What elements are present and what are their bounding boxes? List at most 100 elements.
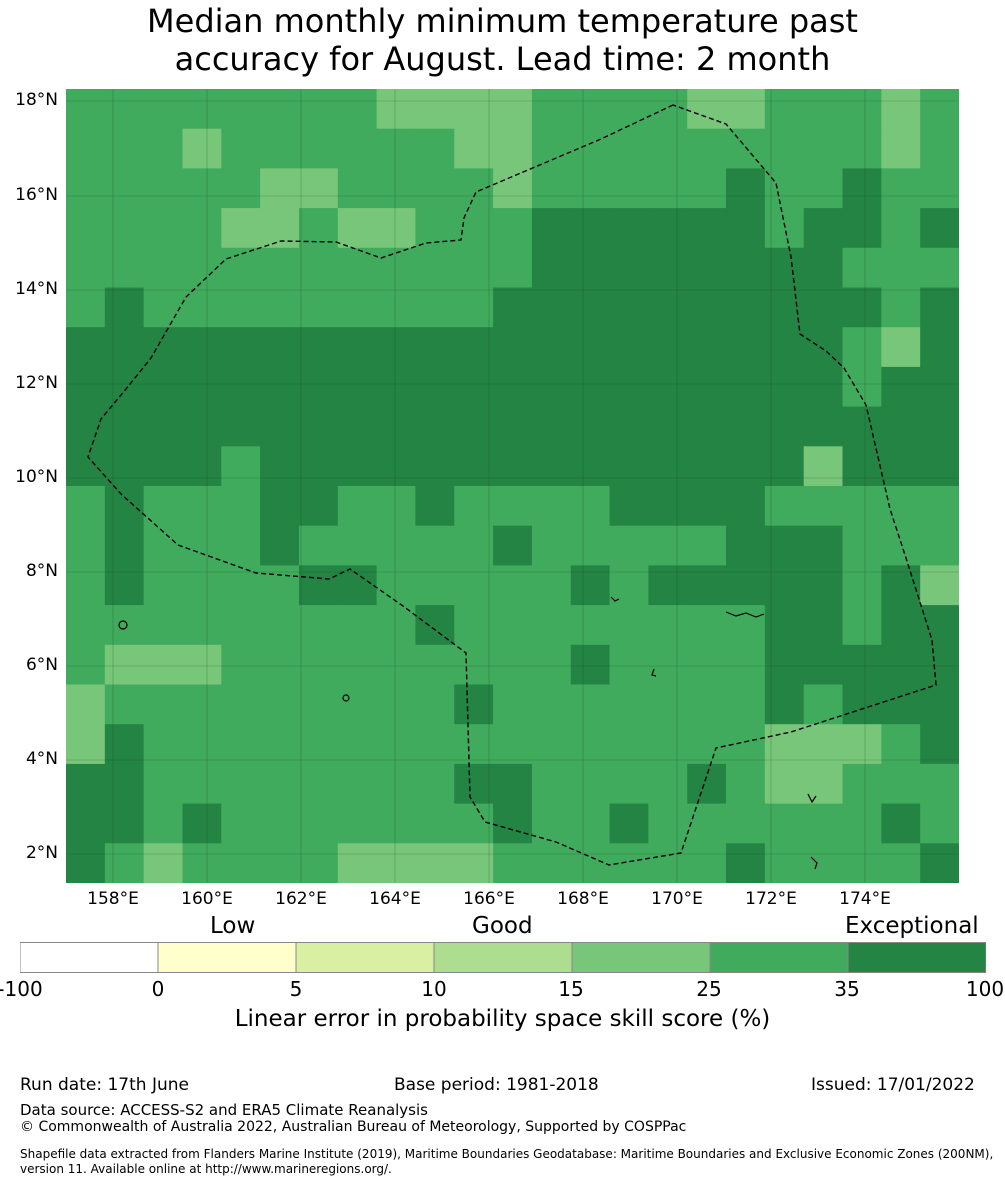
skill-cell bbox=[648, 208, 688, 249]
skill-cell bbox=[726, 446, 766, 487]
skill-cell bbox=[726, 128, 766, 169]
run-date: Run date: 17th June bbox=[20, 1075, 189, 1095]
skill-cell bbox=[454, 446, 494, 487]
skill-cell bbox=[66, 446, 106, 487]
skill-cell bbox=[104, 128, 145, 169]
skill-cell bbox=[764, 843, 805, 883]
skill-cell bbox=[881, 525, 921, 566]
colorbar-segment bbox=[709, 942, 849, 973]
skill-cell bbox=[648, 724, 688, 765]
skill-cell bbox=[570, 724, 611, 765]
skill-cell bbox=[493, 406, 533, 447]
skill-cell bbox=[260, 128, 300, 169]
skill-cell bbox=[842, 128, 882, 169]
title-line-2: accuracy for August. Lead time: 2 month bbox=[174, 40, 831, 78]
skill-cell bbox=[260, 644, 300, 686]
skill-cell bbox=[298, 605, 339, 646]
skill-cell bbox=[66, 724, 106, 765]
skill-cell bbox=[531, 366, 572, 408]
skill-cell bbox=[182, 763, 222, 805]
skill-cell bbox=[493, 247, 533, 289]
skill-cell bbox=[182, 128, 222, 169]
skill-cell bbox=[726, 486, 766, 527]
skill-cell bbox=[376, 803, 417, 844]
skill-cell bbox=[648, 128, 688, 169]
skill-cell bbox=[881, 724, 921, 765]
skill-cell bbox=[221, 168, 261, 209]
skill-cell bbox=[493, 366, 533, 408]
skill-cell bbox=[337, 724, 378, 765]
skill-cell bbox=[415, 843, 455, 883]
skill-cell bbox=[764, 605, 805, 646]
skill-cell bbox=[376, 327, 417, 368]
lon-label-164: 164°E bbox=[369, 889, 421, 909]
skill-cell bbox=[143, 89, 184, 130]
skill-cell bbox=[531, 327, 572, 368]
skill-cell bbox=[803, 366, 844, 408]
skill-cell bbox=[260, 247, 300, 289]
copyright: © Commonwealth of Australia 2022, Austra… bbox=[20, 1119, 687, 1135]
lon-label-162: 162°E bbox=[275, 889, 327, 909]
skill-cell bbox=[920, 525, 959, 566]
skill-cell bbox=[493, 486, 533, 527]
skill-cell bbox=[182, 525, 222, 566]
skill-cell bbox=[920, 168, 959, 209]
skill-cell bbox=[570, 565, 611, 606]
skill-cell bbox=[260, 406, 300, 447]
skill-cell bbox=[415, 803, 455, 844]
skill-cell bbox=[920, 208, 959, 249]
skill-cell bbox=[570, 684, 611, 725]
skill-cell bbox=[143, 128, 184, 169]
skill-cell bbox=[376, 247, 417, 289]
skill-cell bbox=[842, 486, 882, 527]
skill-cell bbox=[842, 803, 882, 844]
skill-cell bbox=[493, 327, 533, 368]
skill-cell bbox=[143, 684, 184, 725]
skill-cell bbox=[803, 168, 844, 209]
colorbar bbox=[20, 942, 986, 973]
skill-cell bbox=[764, 446, 805, 487]
lon-label-158: 158°E bbox=[87, 889, 139, 909]
skill-cell bbox=[104, 763, 145, 805]
skill-cell bbox=[454, 128, 494, 169]
skill-cell bbox=[881, 446, 921, 487]
skill-cell bbox=[609, 446, 649, 487]
skill-cell bbox=[182, 287, 222, 328]
skill-cell bbox=[609, 486, 649, 527]
base-period: Base period: 1981-2018 bbox=[394, 1075, 599, 1095]
colorbar-label: Linear error in probability space skill … bbox=[234, 1006, 771, 1032]
map-gridlines bbox=[66, 89, 959, 883]
skill-cell bbox=[143, 605, 184, 646]
skill-cell bbox=[182, 327, 222, 368]
skill-cell bbox=[920, 843, 959, 883]
skill-cell bbox=[104, 605, 145, 646]
skill-cell bbox=[104, 287, 145, 328]
skill-cell bbox=[687, 525, 727, 566]
skill-cell bbox=[104, 327, 145, 368]
skill-cell bbox=[454, 486, 494, 527]
colorbar-tick-10: 10 bbox=[421, 977, 447, 1001]
quality-label-exceptional: Exceptional bbox=[845, 913, 979, 939]
skill-cell bbox=[104, 684, 145, 725]
skill-cell bbox=[337, 486, 378, 527]
skill-cell bbox=[415, 605, 455, 646]
skill-cell bbox=[687, 724, 727, 765]
skill-cell bbox=[726, 89, 766, 130]
skill-cell bbox=[143, 803, 184, 844]
skill-cell bbox=[415, 89, 455, 130]
shapefile-credit-2: version 11. Available online at http://w… bbox=[20, 1162, 392, 1176]
skill-cell bbox=[609, 89, 649, 130]
data-source: Data source: ACCESS-S2 and ERA5 Climate … bbox=[20, 1101, 428, 1119]
skill-cell bbox=[454, 406, 494, 447]
colorbar-segment bbox=[295, 942, 435, 973]
skill-cell bbox=[298, 644, 339, 686]
skill-cell bbox=[842, 763, 882, 805]
skill-cell bbox=[415, 168, 455, 209]
skill-cell bbox=[260, 89, 300, 130]
lon-label-170: 170°E bbox=[651, 889, 703, 909]
skill-cell bbox=[298, 565, 339, 606]
skill-cell bbox=[182, 406, 222, 447]
skill-cell bbox=[609, 287, 649, 328]
skill-cell bbox=[454, 287, 494, 328]
skill-cell bbox=[648, 525, 688, 566]
